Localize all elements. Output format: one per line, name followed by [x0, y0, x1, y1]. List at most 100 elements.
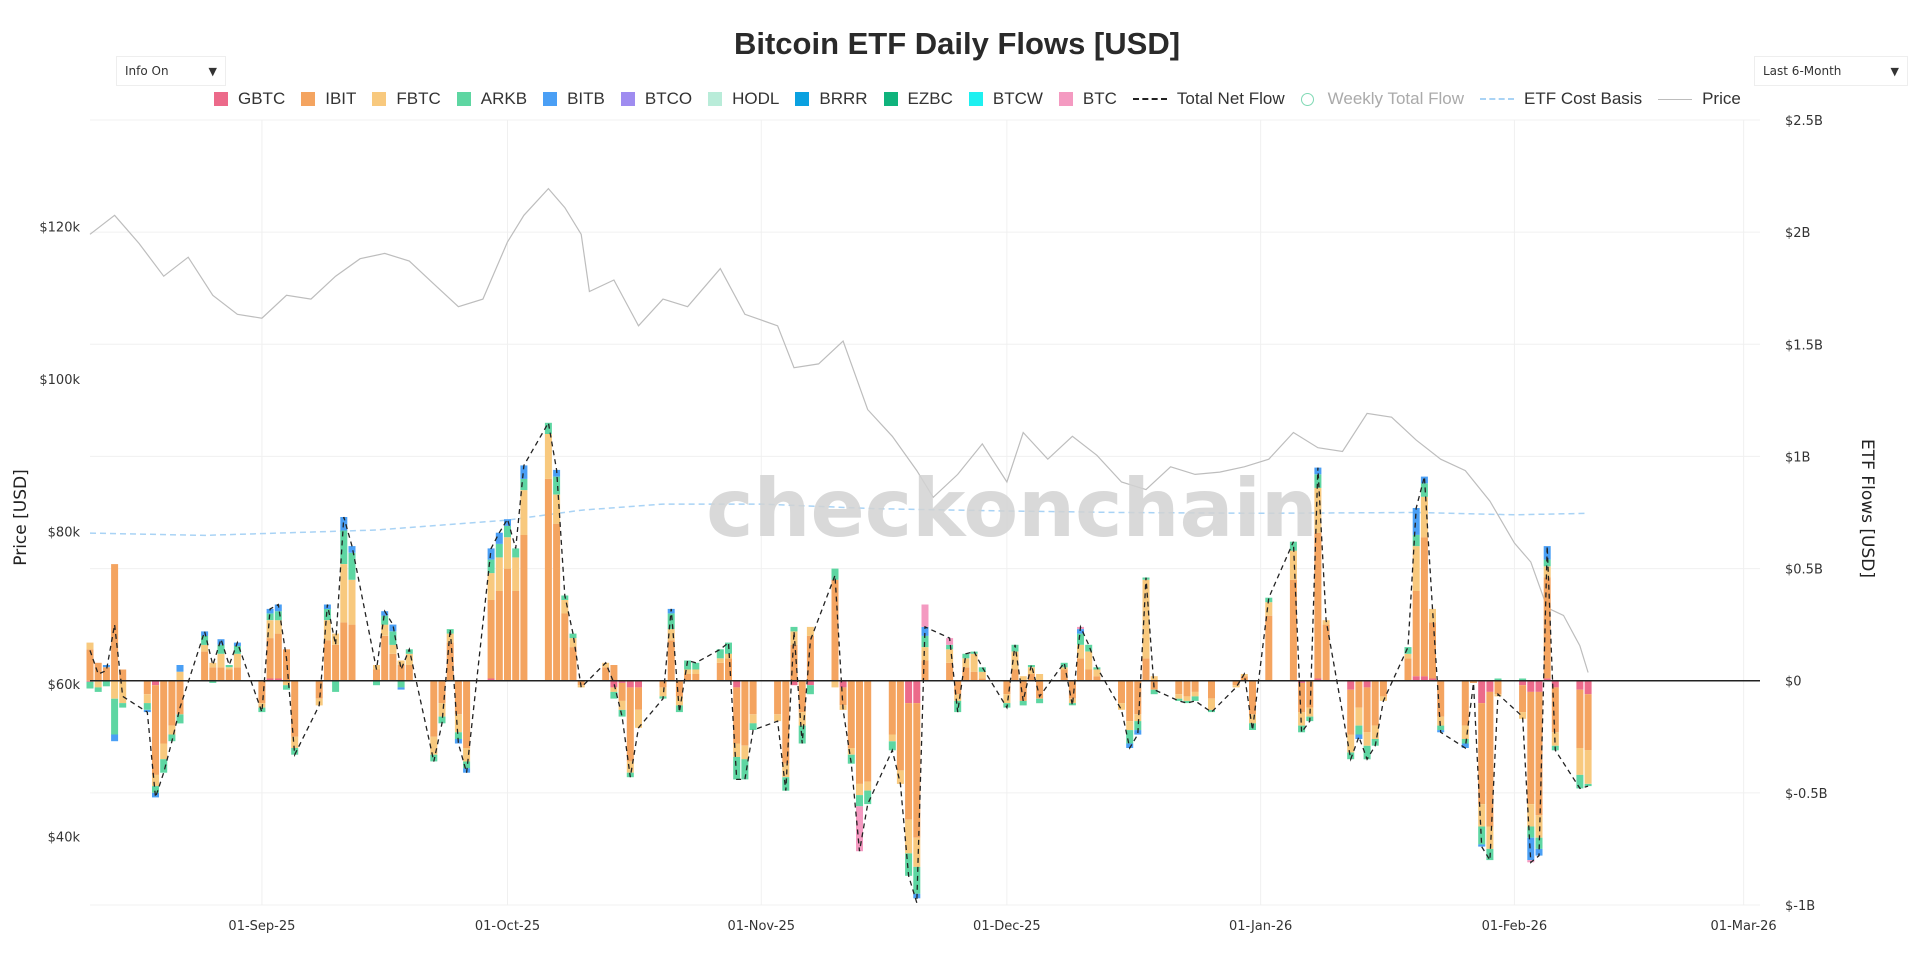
flow-bar-gbtc[interactable] — [1478, 680, 1486, 704]
flow-bar-fbtc[interactable] — [463, 748, 471, 762]
flow-bar-ibit[interactable] — [667, 640, 675, 681]
flow-bar-arkb[interactable] — [258, 707, 266, 713]
flow-bar-arkb[interactable] — [1298, 725, 1306, 733]
flow-bar-ibit[interactable] — [954, 680, 962, 695]
flow-bar-gbtc[interactable] — [1420, 676, 1428, 681]
flow-bar-fbtc[interactable] — [1379, 696, 1387, 701]
flow-bar-arkb[interactable] — [831, 568, 839, 580]
flow-bar-ibit[interactable] — [495, 591, 503, 681]
flow-bar-fbtc[interactable] — [340, 564, 348, 623]
flow-bar-fbtc[interactable] — [1551, 732, 1559, 746]
legend-item-total-net-flow[interactable]: Total Net Flow — [1132, 89, 1285, 109]
flow-bar-arkb[interactable] — [520, 478, 528, 491]
flow-bar-bitb[interactable] — [495, 532, 503, 544]
flow-bar-arkb[interactable] — [790, 626, 798, 632]
flow-bar-fbtc[interactable] — [217, 653, 225, 668]
flow-bar-ibit[interactable] — [1494, 680, 1502, 695]
legend-item-gbtc[interactable]: GBTC — [214, 89, 285, 109]
legend-item-btco[interactable]: BTCO — [620, 89, 692, 109]
flow-bar-fbtc[interactable] — [1232, 685, 1240, 688]
flow-bar-arkb[interactable] — [201, 635, 209, 645]
flow-bar-ibit[interactable] — [1519, 685, 1527, 713]
flow-bar-arkb[interactable] — [446, 629, 454, 634]
flow-bar-ibit[interactable] — [209, 667, 217, 681]
flow-bar-arkb[interactable] — [962, 653, 970, 659]
flow-bar-arkb[interactable] — [332, 680, 340, 692]
flow-bar-ibit[interactable] — [1003, 680, 1011, 695]
flow-bar-fbtc[interactable] — [1314, 487, 1322, 533]
flow-bar-ibit[interactable] — [602, 667, 610, 681]
flow-bar-fbtc[interactable] — [1486, 826, 1494, 849]
flow-bar-ibit[interactable] — [856, 680, 863, 784]
flow-bar-bitb[interactable] — [111, 734, 119, 742]
flow-bar-arkb[interactable] — [209, 680, 217, 683]
flow-bar-bitb[interactable] — [1314, 467, 1322, 475]
flow-bar-arkb[interactable] — [291, 748, 299, 755]
flow-bar-bitb[interactable] — [1420, 476, 1428, 484]
flow-bar-ibit[interactable] — [635, 687, 642, 710]
flow-bar-arkb[interactable] — [266, 613, 274, 621]
flow-bar-fbtc[interactable] — [1060, 667, 1068, 670]
flow-bar-ibit[interactable] — [1085, 669, 1093, 681]
flow-bar-ibit[interactable] — [913, 703, 921, 838]
flow-bar-ibit[interactable] — [831, 579, 839, 681]
flow-bar-arkb[interactable] — [1486, 848, 1494, 861]
flow-bar-arkb[interactable] — [864, 790, 872, 805]
flow-bar-ibit[interactable] — [1208, 680, 1215, 699]
flow-bar-ibit[interactable] — [1240, 676, 1248, 681]
flow-bar-fbtc[interactable] — [446, 633, 454, 643]
flow-bar-fbtc[interactable] — [201, 644, 209, 652]
legend-item-etf-cost-basis[interactable]: ETF Cost Basis — [1480, 89, 1642, 109]
flow-bar-ibit[interactable] — [266, 638, 274, 679]
flow-bar-ibit[interactable] — [1543, 577, 1551, 679]
legend-item-bitb[interactable]: BITB — [543, 89, 605, 109]
flow-bar-fbtc[interactable] — [274, 620, 282, 634]
flow-bar-bitb[interactable] — [1126, 743, 1134, 749]
flow-bar-fbtc[interactable] — [512, 557, 520, 591]
flow-bar-fbtc[interactable] — [1249, 714, 1256, 724]
flow-bar-bitb[interactable] — [1134, 730, 1142, 735]
flow-bar-arkb[interactable] — [94, 687, 102, 692]
flow-bar-fbtc[interactable] — [749, 714, 757, 724]
flow-bar-ibit[interactable] — [1175, 680, 1183, 695]
flow-bar-arkb[interactable] — [1077, 633, 1084, 645]
flow-bar-fbtc[interactable] — [978, 671, 986, 679]
flow-bar-ibit[interactable] — [839, 687, 847, 706]
flow-bar-arkb[interactable] — [1060, 662, 1068, 668]
flow-bar-fbtc[interactable] — [1019, 676, 1027, 681]
flow-bar-fbtc[interactable] — [1584, 750, 1592, 784]
flow-bar-fbtc[interactable] — [119, 680, 127, 704]
flow-bar-arkb[interactable] — [806, 685, 814, 695]
legend-item-arkb[interactable]: ARKB — [456, 89, 527, 109]
flow-bar-fbtc[interactable] — [1011, 651, 1019, 670]
flow-bar-ibit[interactable] — [569, 647, 577, 681]
flow-bar-arkb[interactable] — [1019, 700, 1027, 706]
flow-bar-ibit[interactable] — [233, 667, 241, 681]
flow-bar-fbtc[interactable] — [1289, 550, 1297, 580]
flow-bar-bitb[interactable] — [274, 604, 282, 612]
flow-bar-ibit[interactable] — [1011, 669, 1019, 681]
flow-bar-fbtc[interactable] — [520, 490, 528, 535]
flow-bar-bitb[interactable] — [520, 465, 528, 479]
flow-bar-gbtc[interactable] — [1486, 680, 1494, 692]
flow-bar-fbtc[interactable] — [283, 680, 290, 686]
flow-bar-btc[interactable] — [1077, 626, 1084, 630]
flow-bar-ibit[interactable] — [152, 685, 159, 775]
flow-bar-fbtc[interactable] — [1429, 608, 1436, 623]
flow-bar-arkb[interactable] — [561, 595, 569, 601]
flow-bar-fbtc[interactable] — [143, 694, 151, 704]
flow-bar-bitb[interactable] — [389, 624, 397, 632]
flow-bar-ibit[interactable] — [1068, 680, 1076, 699]
flow-bar-ibit[interactable] — [168, 680, 176, 726]
flow-bar-arkb[interactable] — [397, 680, 405, 688]
flow-bar-ibit[interactable] — [323, 640, 331, 681]
flow-bar-bitb[interactable] — [348, 546, 356, 553]
flow-bar-bitb[interactable] — [340, 517, 348, 531]
flow-bar-fbtc[interactable] — [1363, 732, 1371, 746]
flow-bar-arkb[interactable] — [1584, 783, 1592, 787]
flow-bar-fbtc[interactable] — [397, 660, 405, 666]
flow-bar-ibit[interactable] — [1379, 680, 1387, 697]
flow-bar-arkb[interactable] — [1478, 826, 1486, 845]
flow-bar-arkb[interactable] — [1085, 644, 1093, 652]
flow-bar-bitb[interactable] — [1527, 837, 1535, 861]
